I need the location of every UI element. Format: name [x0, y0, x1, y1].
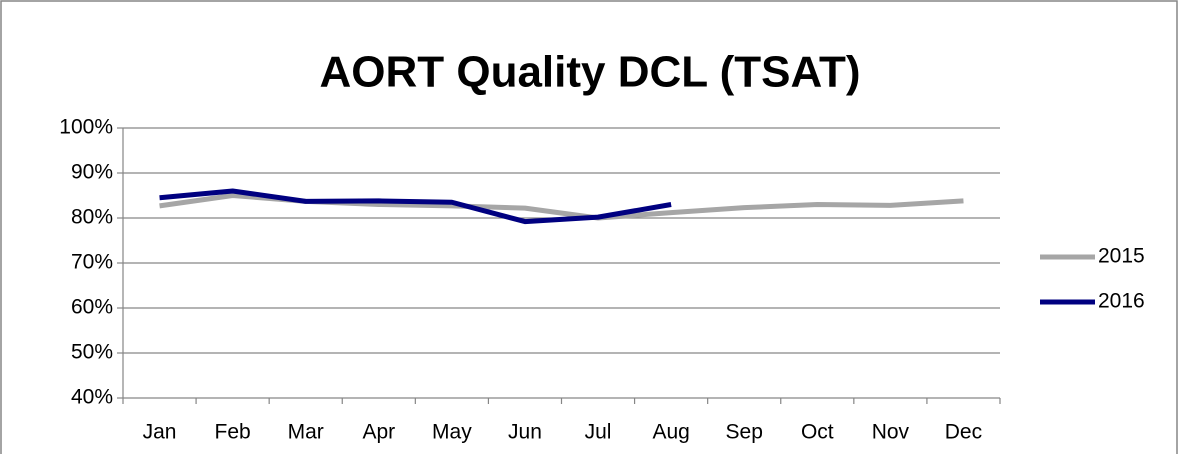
- y-tick-label: 100%: [59, 116, 113, 139]
- x-tick-label: Sep: [726, 421, 763, 444]
- legend-label: 2016: [1098, 290, 1145, 313]
- y-tick-label: 70%: [71, 251, 113, 274]
- y-tick-label: 50%: [71, 341, 113, 364]
- series-line: [159, 188, 672, 225]
- x-tick-label: Jan: [143, 421, 177, 444]
- y-tick-label: 90%: [71, 161, 113, 184]
- x-tick-label: Jun: [508, 421, 542, 444]
- x-tick-label: Aug: [652, 421, 689, 444]
- chart-title: AORT Quality DCL (TSAT): [319, 48, 860, 97]
- x-tick-label: Jul: [585, 421, 612, 444]
- x-tick-label: May: [432, 421, 472, 444]
- x-tick-label: Mar: [288, 421, 324, 444]
- x-tick-label: Nov: [872, 421, 910, 444]
- x-tick-label: Oct: [801, 421, 834, 444]
- y-tick-label: 40%: [71, 386, 113, 409]
- x-tick-label: Apr: [362, 421, 395, 444]
- y-tick-label: 60%: [71, 296, 113, 319]
- x-tick-label: Feb: [215, 421, 251, 444]
- legend-label: 2015: [1098, 245, 1145, 268]
- y-tick-label: 80%: [71, 206, 113, 229]
- x-tick-label: Dec: [945, 421, 982, 444]
